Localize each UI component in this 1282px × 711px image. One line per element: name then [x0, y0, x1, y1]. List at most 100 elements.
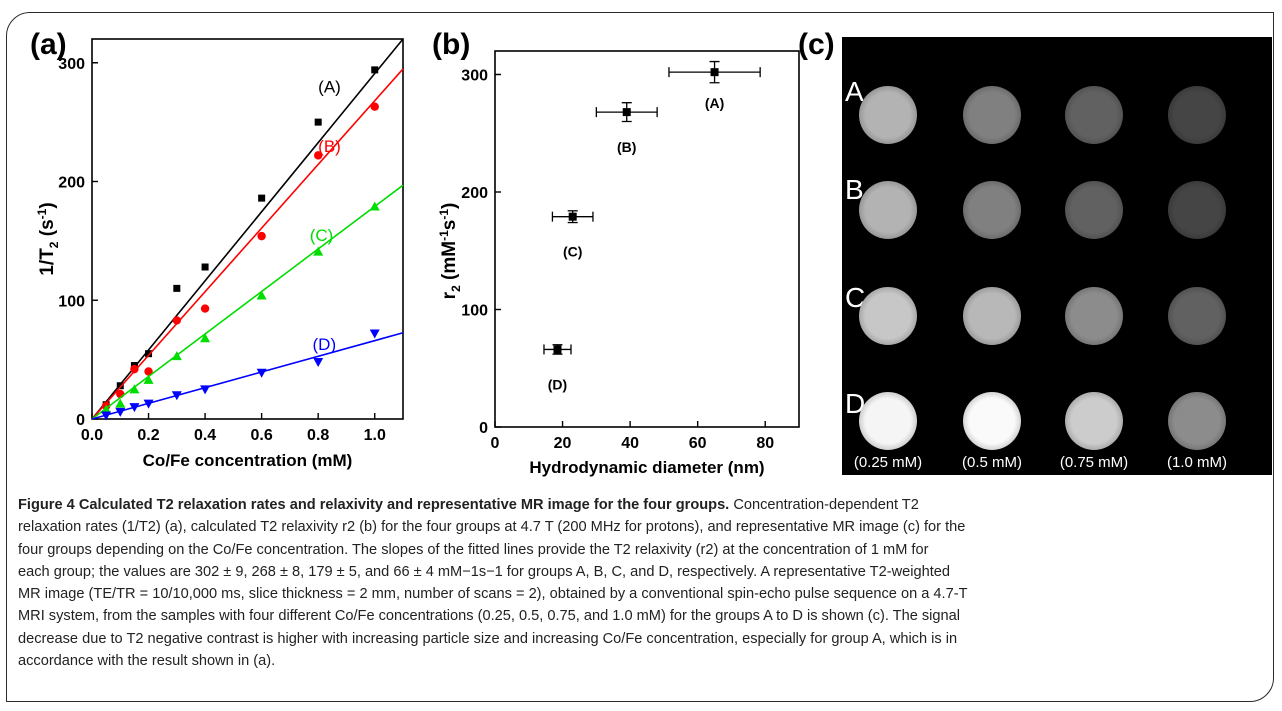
mr-sample-spot — [963, 287, 1021, 345]
chart-a-fit-line-1 — [91, 68, 404, 420]
mr-sample-spot — [859, 392, 917, 450]
chart-a-point — [115, 398, 126, 408]
chart-a-point — [201, 263, 209, 271]
mr-column-label: (1.0 mM) — [1167, 454, 1227, 471]
mr-sample-spot — [1168, 181, 1226, 239]
chart-a-point — [371, 66, 379, 74]
chart-a-series-label: (A) — [318, 77, 341, 96]
chart-a-point — [369, 201, 380, 211]
mr-sample-spot — [1065, 86, 1123, 144]
chart-a-point — [129, 384, 140, 394]
chart-b-x-tick-label: 40 — [621, 435, 639, 452]
caption-line-4: each group; the values are 302 ± 9, 268 … — [18, 563, 950, 580]
mr-sample-spot — [963, 86, 1021, 144]
chart-a-point — [369, 329, 380, 339]
figure-caption: Figure 4 Calculated T2 relaxation rates … — [18, 494, 1264, 672]
chart-b-y-tick-label: 0 — [479, 420, 488, 437]
chart-a-point — [171, 351, 182, 361]
figure-frame — [6, 12, 1274, 702]
chart-a-point — [313, 246, 324, 256]
chart-a-fit-line-3 — [91, 332, 404, 420]
caption-line-5: MR image (TE/TR = 10/10,000 ms, slice th… — [18, 586, 968, 603]
chart-b-point-label: (A) — [705, 95, 724, 111]
chart-a-point — [115, 407, 126, 417]
chart-a-point — [171, 391, 182, 401]
panel-label-a: (a) — [30, 28, 67, 61]
chart-a: 0.0 0.2 0.4 0.6 0.8 1.0 0 100 200 300 Co/Fe concen… — [35, 38, 404, 470]
chart-b-x-axis-label: Hydrodynamic diameter (nm) — [529, 458, 764, 477]
chart-a-point — [313, 151, 323, 160]
chart-a-point — [129, 403, 140, 413]
chart-b-x-tick-label: 60 — [689, 435, 707, 452]
chart-a-x-tick-label: 0.0 — [81, 427, 103, 444]
chart-a-y-tick-label: 0 — [76, 412, 85, 429]
chart-a-x-axis-label: Co/Fe concentration (mM) — [143, 451, 353, 470]
caption-title: Figure 4 Calculated T2 relaxation rates … — [18, 497, 730, 513]
mr-sample-spot — [963, 181, 1021, 239]
chart-a-y-tick-label: 300 — [58, 56, 85, 73]
mr-column-label: (0.75 mM) — [1059, 454, 1129, 471]
chart-b-x-tick-label: 20 — [554, 435, 572, 452]
chart-b-point — [622, 108, 631, 117]
chart-a-fit-line-2 — [91, 184, 404, 420]
chart-a-x-tick-label: 0.4 — [194, 427, 216, 444]
chart-a-point — [370, 102, 379, 111]
chart-a-point — [172, 316, 182, 325]
chart-b-point — [568, 212, 577, 221]
caption-line-3: four groups depending on the Co/Fe conce… — [18, 541, 929, 558]
chart-a-point — [256, 290, 267, 300]
chart-a-point — [258, 194, 266, 202]
chart-a-point — [144, 367, 153, 376]
caption-line-1-text: Concentration-dependent T2 — [733, 497, 919, 513]
caption-line-1: Figure 4 Calculated T2 relaxation rates … — [18, 494, 1264, 516]
chart-a-point — [257, 231, 266, 241]
chart-a-point — [313, 358, 324, 367]
chart-b-y-tick-label: 100 — [461, 303, 488, 320]
mr-sample-spot — [1065, 287, 1123, 345]
mr-sample-spot — [1065, 392, 1123, 450]
chart-a-x-tick-label: 0.8 — [307, 427, 329, 444]
chart-a-x-tick-label: 0.6 — [251, 427, 273, 444]
chart-a-point — [101, 404, 112, 414]
chart-a-x-tick-label: 1.0 — [364, 427, 386, 444]
chart-a-point — [145, 350, 153, 358]
chart-a-series-label: (C) — [310, 226, 334, 245]
chart-a-point — [256, 368, 267, 378]
mr-sample-spot — [1065, 181, 1123, 239]
mr-sample-spot — [859, 86, 917, 144]
chart-a-series-label: (D) — [313, 335, 337, 354]
chart-a-point — [200, 333, 211, 343]
mr-sample-spot — [963, 392, 1021, 450]
panel-label-c: (c) — [798, 28, 835, 61]
chart-b: 0 20 40 60 80 0 100 200 300 Hydrodynamic diameter… — [437, 50, 800, 477]
caption-line-8: accordance with the result shown in (a). — [18, 653, 276, 670]
mr-sample-spot — [1168, 287, 1226, 345]
panel-label-b: (b) — [432, 28, 471, 61]
figure-panels: 0.0 0.2 0.4 0.6 0.8 1.0 0 100 200 300 Co/Fe concen… — [6, 12, 1274, 489]
chart-a-x-tick-label: 0.2 — [137, 427, 159, 444]
chart-a-point — [116, 382, 124, 390]
mr-sample-spot — [859, 181, 917, 239]
chart-b-y-tick-label: 200 — [461, 185, 488, 202]
chart-a-point — [173, 284, 181, 292]
chart-a-series-label: (B) — [318, 137, 341, 156]
chart-a-point — [143, 374, 154, 384]
mr-sample-spot — [859, 287, 917, 345]
chart-a-y-tick-label: 200 — [58, 175, 85, 192]
chart-b-point-label: (B) — [617, 139, 636, 155]
chart-a-point — [200, 385, 211, 395]
mr-column-label: (0.25 mM) — [853, 454, 923, 471]
chart-a-point — [143, 399, 154, 409]
chart-b-x-tick-label: 80 — [756, 435, 774, 452]
mr-image-panel: A B C D (0.25 mM) (0.5 mM) (0.75 mM) (1.0 mM) — [842, 37, 1272, 475]
chart-a-y-axis-label: 1/T2 (s-1) — [35, 202, 61, 275]
chart-b-point-label: (D) — [548, 376, 567, 392]
mr-row-label: B — [845, 174, 864, 205]
chart-a-plot-frame — [91, 38, 404, 420]
mr-sample-spot — [1168, 392, 1226, 450]
caption-line-7: decrease due to T2 negative contrast is … — [18, 630, 958, 647]
chart-b-plot-frame — [494, 50, 800, 428]
mr-sample-spot — [1168, 86, 1226, 144]
chart-b-point — [710, 68, 719, 77]
